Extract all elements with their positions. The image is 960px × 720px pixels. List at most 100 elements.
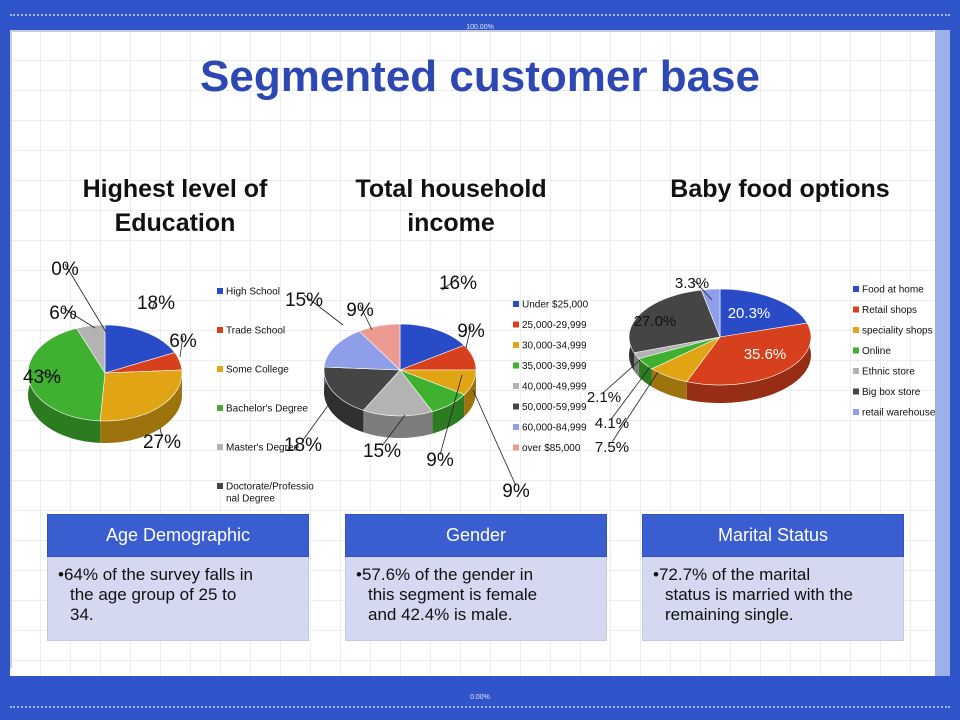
pie-slice-2-0 <box>719 288 808 338</box>
data-label-0-0: 18% <box>137 293 175 314</box>
pie-side-1-3 <box>432 394 465 434</box>
legend-label-2-5: Big box store <box>862 387 921 398</box>
leader-line-0-1 <box>179 335 184 358</box>
leader-line-0-3 <box>41 371 61 379</box>
legend-label-2-6: retail warehouse <box>862 408 936 419</box>
pie-slice-1-7 <box>358 323 401 371</box>
data-label-1-1: 9% <box>457 321 485 342</box>
legend-label-0-0: High School <box>226 287 280 298</box>
legend-swatch-2-0 <box>853 286 859 292</box>
leader-line-0-2 <box>159 427 163 438</box>
leader-line-0-5 <box>64 263 107 333</box>
pie-side-1-2 <box>464 370 476 417</box>
bottom-bar <box>0 676 960 720</box>
legend-label-0-5: nal Degree <box>226 494 275 505</box>
data-label-1-2: 9% <box>426 450 454 471</box>
pie-chart-2: 20.3% 35.6% 7.5% 4.1% 2.1% 27.0% 3.3% Food at h… <box>587 275 936 456</box>
legend-label-1-7: over $85,000 <box>522 443 581 454</box>
pie-chart-1: 16% 9% 9% 9% 15% 18% 15% 9% Under $25,000 25,000-… <box>284 273 589 502</box>
legend-label-2-4: Ethnic store <box>862 367 915 378</box>
legend-swatch-1-5 <box>513 403 519 410</box>
data-label-1-4: 15% <box>363 441 401 462</box>
legend-label-2-2: speciality shops <box>862 326 933 337</box>
legend-label-1-0: Under $25,000 <box>522 300 589 311</box>
data-label-0-2: 27% <box>143 432 181 453</box>
pie-chart-0: 18% 6% 27% 43% 6% 0% High School Trade School So… <box>23 259 314 505</box>
pie-slice-2-6 <box>700 288 721 338</box>
info-box-age: Age Demographic •64% of the survey falls… <box>47 514 309 641</box>
data-label-2-1: 35.6% <box>744 346 787 363</box>
info-box-marital-line: status is married with the <box>665 585 854 604</box>
pie-slice-0-2 <box>99 369 183 422</box>
chart-title-baby-food: Baby food options <box>640 172 920 206</box>
data-label-0-1: 6% <box>169 331 197 352</box>
legend-label-0-1: Trade School <box>226 326 285 337</box>
info-box-gender-body: •57.6% of the gender in this segment is … <box>345 557 607 641</box>
leader-line-2-4 <box>603 359 641 393</box>
legend-swatch-1-1 <box>513 321 519 328</box>
legend-swatch-2-1 <box>853 306 859 313</box>
legend-swatch-2-4 <box>853 368 859 374</box>
legend-label-1-3: 35,000-39,999 <box>522 361 587 372</box>
data-label-2-5: 27.0% <box>634 313 677 330</box>
pie-slice-0-0 <box>104 324 176 374</box>
data-label-1-7: 9% <box>346 300 374 321</box>
top-zoom-label: 100.00% <box>466 24 494 31</box>
bottom-zoom-label: 0.00% <box>470 694 490 701</box>
legend-label-0-2: Some College <box>226 365 289 376</box>
legend-label-1-4: 40,000-49,999 <box>522 382 587 393</box>
legend-swatch-2-6 <box>853 409 859 415</box>
leader-line-1-0 <box>441 277 459 291</box>
leader-line-1-1 <box>465 325 472 349</box>
info-box-gender-header: Gender <box>345 514 607 557</box>
chart-title-education: Highest level of Education <box>40 172 310 240</box>
pie-side-1-5 <box>324 367 364 433</box>
legend-swatch-0-2 <box>217 366 223 372</box>
pie-side-2-4 <box>634 352 639 377</box>
data-label-0-5: 0% <box>51 259 79 280</box>
chart-title-income-line1: Total household <box>355 175 547 203</box>
leader-line-2-2 <box>611 371 659 443</box>
pie-slice-1-4 <box>362 369 433 417</box>
leader-line-1-7 <box>359 304 373 331</box>
info-box-marital-line: remaining single. <box>665 605 794 624</box>
top-dotted-rule <box>10 14 950 16</box>
legend-swatch-1-3 <box>513 362 519 369</box>
data-label-2-4: 2.1% <box>587 389 621 406</box>
leader-line-1-3 <box>472 389 517 487</box>
leader-line-0-4 <box>62 307 96 329</box>
leader-line-1-2 <box>439 374 463 456</box>
legend-swatch-1-7 <box>513 444 519 451</box>
legend-swatch-1-4 <box>513 383 519 389</box>
legend-label-0-5: Doctorate/Professio <box>226 482 314 493</box>
legend-swatch-0-0 <box>217 288 223 294</box>
pie-slice-0-3 <box>27 328 106 422</box>
pie-side-2-2 <box>651 368 687 400</box>
chart-title-education-line2: Education <box>114 209 236 237</box>
info-box-marital-header: Marital Status <box>642 514 904 557</box>
data-label-1-6: 15% <box>285 290 323 311</box>
legend-swatch-0-4 <box>217 444 223 450</box>
legend-swatch-2-3 <box>853 347 859 354</box>
chart-title-education-line1: Highest level of <box>82 175 268 203</box>
leader-line-2-6 <box>691 277 713 301</box>
legend-label-1-2: 30,000-34,999 <box>522 341 587 352</box>
info-box-gender-line: this segment is female <box>368 585 538 604</box>
info-box-age-line: 34. <box>70 605 94 624</box>
legend-swatch-1-2 <box>513 342 519 348</box>
pie-slice-2-1 <box>686 322 812 386</box>
legend-swatch-1-0 <box>513 301 519 307</box>
legend-swatch-2-5 <box>853 388 859 395</box>
leader-line-0-0 <box>151 297 157 311</box>
legend-swatch-0-5 <box>217 483 223 489</box>
data-label-1-5: 18% <box>284 435 322 456</box>
data-label-0-3: 43% <box>23 367 61 388</box>
legend-swatch-2-2 <box>853 327 859 333</box>
info-box-marital-line: •72.7% of the marital <box>653 565 811 584</box>
page-title: Segmented customer base <box>200 52 760 101</box>
legend-swatch-0-1 <box>217 327 223 333</box>
pie-slice-1-6 <box>323 330 401 371</box>
legend-label-0-4: Master's Degree <box>226 443 299 454</box>
data-label-2-0: 20.3% <box>728 305 771 322</box>
